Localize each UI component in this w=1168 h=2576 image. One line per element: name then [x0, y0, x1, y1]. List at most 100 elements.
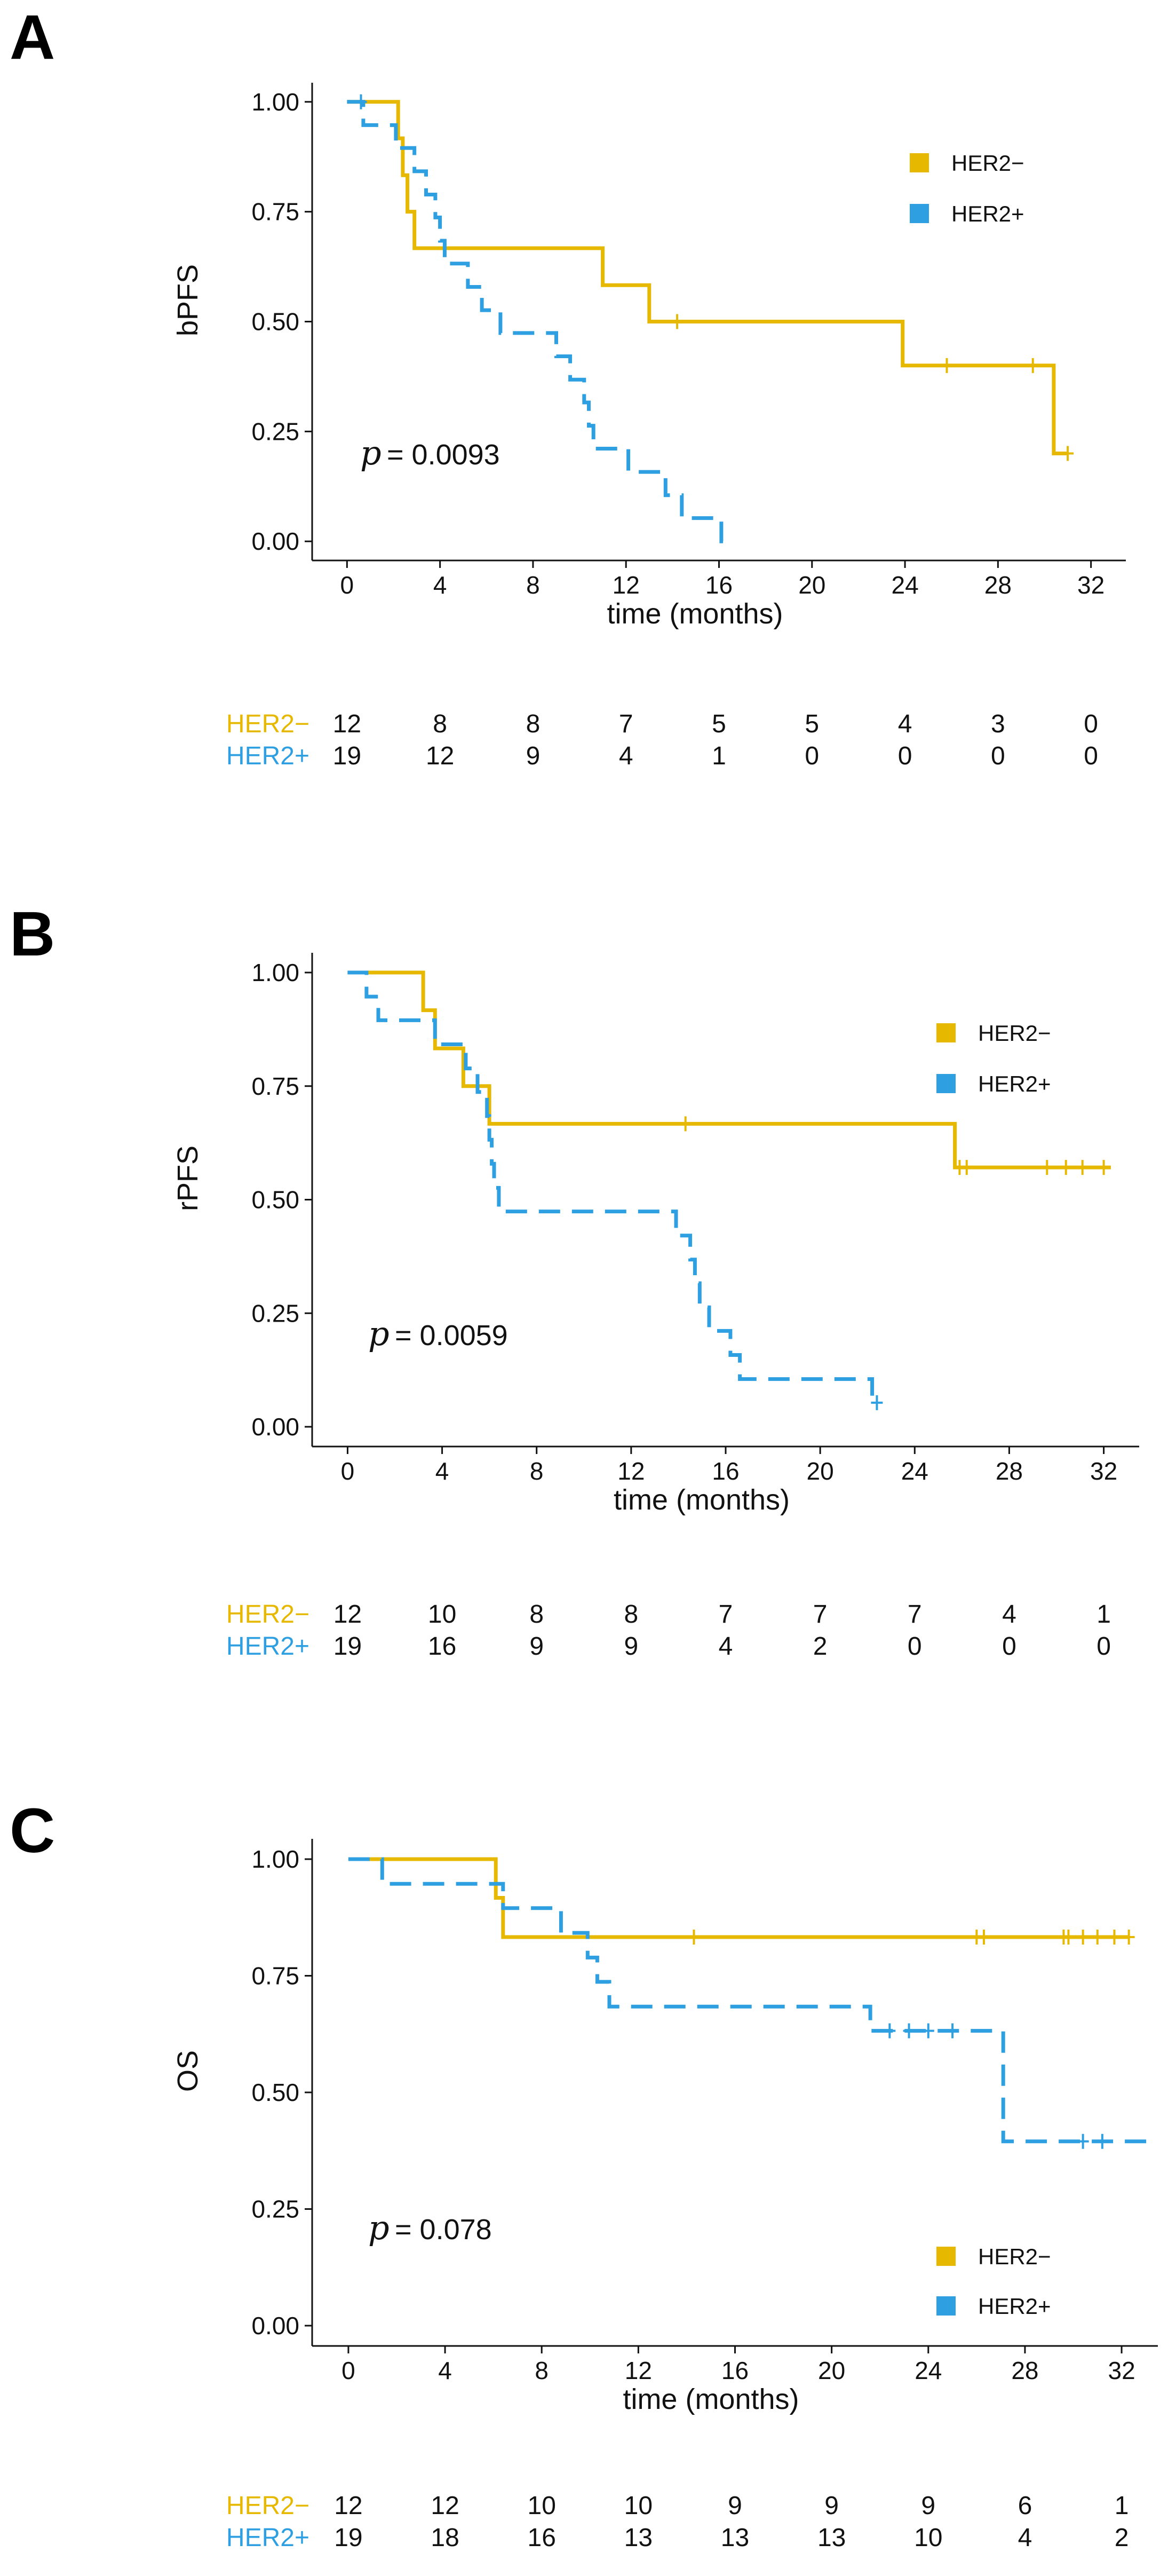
risk-count: 19 [334, 2524, 362, 2552]
her2-pos-survival-curve [348, 1857, 1156, 2144]
legend-swatch-her2-neg [936, 2247, 956, 2266]
risk-count: 13 [721, 2524, 749, 2552]
panel-c: C0.000.250.500.751.000 4 8 12 16 20 24 28 32time… [10, 1796, 1158, 2552]
x-tick-label: 12 [617, 1457, 645, 1485]
risk-count: 5 [712, 710, 726, 738]
x-tick-label: 20 [798, 571, 825, 599]
legend-swatch-her2-pos [936, 1074, 956, 1093]
y-tick-label: 0.00 [251, 2312, 299, 2340]
risk-count: 10 [914, 2524, 942, 2552]
risk-count: 4 [619, 742, 633, 770]
x-tick-label: 16 [705, 571, 733, 599]
y-axis-title: OS [172, 2050, 204, 2092]
risk-count: 8 [529, 1600, 544, 1629]
risk-count: 4 [719, 1632, 733, 1661]
y-tick-label: 0.75 [251, 1072, 299, 1100]
x-tick-label: 8 [526, 571, 540, 599]
risk-count: 9 [526, 742, 541, 770]
risk-count: 12 [426, 742, 454, 770]
x-tick-label: 24 [901, 1457, 928, 1485]
y-tick-label: 0.00 [251, 1413, 299, 1441]
risk-count: 6 [1018, 2492, 1032, 2520]
censor-mark [1041, 1160, 1053, 1175]
y-axis-title: rPFS [172, 1145, 204, 1211]
x-tick-label: 12 [625, 2357, 652, 2384]
y-tick-label: 1.00 [251, 1845, 299, 1873]
risk-count: 19 [333, 1632, 362, 1661]
p-value-symbol: p [360, 433, 382, 472]
censor-mark [903, 2023, 915, 2038]
risk-count: 1 [712, 742, 726, 770]
legend-swatch-her2-neg [936, 1023, 956, 1042]
risk-count: 5 [805, 710, 819, 738]
risk-count: 12 [333, 710, 361, 738]
legend-swatch-her2-pos [936, 2296, 956, 2316]
censor-mark [1077, 1929, 1089, 1945]
risk-count: 9 [824, 2492, 839, 2520]
x-tick-label: 20 [807, 1457, 834, 1485]
censor-mark [1062, 1929, 1075, 1945]
censor-mark [1096, 2134, 1108, 2149]
legend-label-her2-neg: HER2− [978, 2244, 1051, 2269]
x-tick-label: 16 [712, 1457, 739, 1485]
y-tick-label: 1.00 [251, 959, 299, 986]
x-tick-label: 12 [613, 571, 640, 599]
risk-count: 13 [624, 2524, 653, 2552]
x-tick-label: 8 [535, 2357, 549, 2384]
x-tick-label: 20 [818, 2357, 845, 2384]
x-tick-label: 32 [1108, 2357, 1135, 2384]
censor-mark [679, 1116, 692, 1132]
risk-count: 2 [813, 1632, 828, 1661]
risk-row-label: HER2+ [226, 742, 309, 770]
censor-mark [947, 2023, 959, 2038]
censor-mark [1027, 358, 1039, 373]
x-tick-label: 28 [1011, 2357, 1038, 2384]
censor-mark [1076, 1160, 1088, 1175]
her2-pos-survival-curve [347, 970, 877, 1405]
risk-count: 0 [1097, 1632, 1111, 1661]
risk-row-label: HER2− [226, 710, 309, 738]
x-tick-label: 0 [341, 2357, 355, 2384]
p-value-symbol: p [368, 1314, 390, 1353]
risk-count: 7 [908, 1600, 922, 1629]
risk-count: 19 [333, 742, 361, 770]
censor-mark [1098, 1160, 1110, 1175]
y-axis-title: bPFS [172, 264, 204, 336]
risk-count: 4 [1002, 1600, 1016, 1629]
p-value-symbol: p [368, 2208, 390, 2247]
risk-count: 0 [1002, 1632, 1016, 1661]
censor-mark [355, 94, 367, 109]
censor-mark [884, 2023, 896, 2038]
x-tick-label: 4 [435, 1457, 449, 1485]
legend-swatch-her2-neg [910, 153, 929, 172]
risk-row-label: HER2+ [226, 2524, 309, 2552]
y-tick-label: 1.00 [251, 88, 299, 116]
risk-count: 7 [813, 1600, 828, 1629]
risk-row-label: HER2− [226, 1600, 309, 1629]
risk-row-label: HER2− [226, 2492, 309, 2520]
risk-count: 12 [333, 1600, 362, 1629]
censor-mark [688, 1929, 700, 1945]
censor-mark [871, 1395, 883, 1410]
panel-a: A 0.00 0.25 0.50 0.75 1.00 0 4 8 12 16 20 24 28 32 time… [10, 2, 1126, 770]
risk-count: 0 [1084, 710, 1098, 738]
legend-label-her2-neg: HER2− [951, 151, 1024, 176]
censor-mark [922, 2023, 934, 2038]
y-tick-label: 0.25 [251, 2195, 299, 2223]
censor-mark [941, 358, 953, 373]
y-tick-label: 0.50 [251, 1186, 299, 1214]
risk-count: 7 [719, 1600, 733, 1629]
x-tick-label: 0 [341, 1457, 355, 1485]
legend-swatch-her2-pos [910, 204, 929, 223]
censor-mark [1091, 1929, 1103, 1945]
x-tick-label: 4 [438, 2357, 452, 2384]
x-axis-title: time (months) [623, 2383, 799, 2415]
legend-label-her2-neg: HER2− [978, 1021, 1051, 1046]
risk-count: 0 [898, 742, 912, 770]
risk-count: 12 [431, 2492, 459, 2520]
censor-mark [1077, 2134, 1089, 2149]
risk-count: 9 [728, 2492, 742, 2520]
risk-count: 1 [1115, 2492, 1129, 2520]
x-tick-label: 24 [891, 571, 918, 599]
x-tick-label: 28 [996, 1457, 1023, 1485]
